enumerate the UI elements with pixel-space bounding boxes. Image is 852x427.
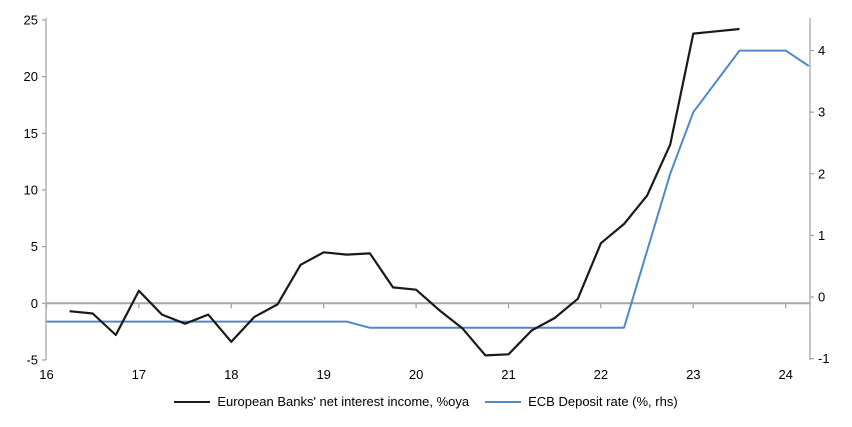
x-axis-tick-label: 18 — [224, 367, 238, 382]
legend-label-nii: European Banks' net interest income, %oy… — [217, 394, 470, 409]
right-axis-tick-label: 4 — [818, 43, 825, 58]
right-axis-tick-label: 3 — [818, 105, 825, 120]
left-axis-tick-label: 15 — [24, 126, 38, 141]
right-axis-tick-label: 2 — [818, 166, 825, 181]
left-axis-tick-label: 10 — [24, 182, 38, 197]
left-axis-tick-label: 5 — [31, 239, 38, 254]
x-axis-tick-label: 21 — [501, 367, 515, 382]
x-axis-tick-label: 23 — [686, 367, 700, 382]
legend-item-nii: European Banks' net interest income, %oy… — [174, 394, 469, 409]
x-axis-tick-label: 24 — [778, 367, 792, 382]
x-axis-tick-label: 19 — [316, 367, 330, 382]
x-axis-tick-label: 20 — [409, 367, 423, 382]
x-axis-tick-label: 16 — [39, 367, 53, 382]
legend: European Banks' net interest income, %oy… — [0, 394, 852, 409]
left-axis-tick-label: 20 — [24, 69, 38, 84]
left-axis-tick-label: 25 — [24, 12, 38, 27]
ecb-line-swatch-icon — [485, 400, 522, 403]
right-axis-tick-label: 1 — [818, 228, 825, 243]
nii-series-line — [69, 27, 740, 357]
x-axis-tick-label: 22 — [594, 367, 608, 382]
right-axis-tick-label: 0 — [818, 290, 825, 305]
ecb-series-line — [46, 49, 810, 329]
nii-line-swatch-icon — [174, 400, 211, 403]
legend-item-ecb: ECB Deposit rate (%, rhs) — [485, 394, 678, 409]
legend-label-ecb: ECB Deposit rate (%, rhs) — [528, 394, 678, 409]
right-axis-tick-label: -1 — [818, 351, 830, 366]
x-axis-tick-label: 17 — [132, 367, 146, 382]
left-axis-tick-label: -5 — [26, 352, 38, 367]
left-axis-tick-label: 0 — [31, 296, 38, 311]
